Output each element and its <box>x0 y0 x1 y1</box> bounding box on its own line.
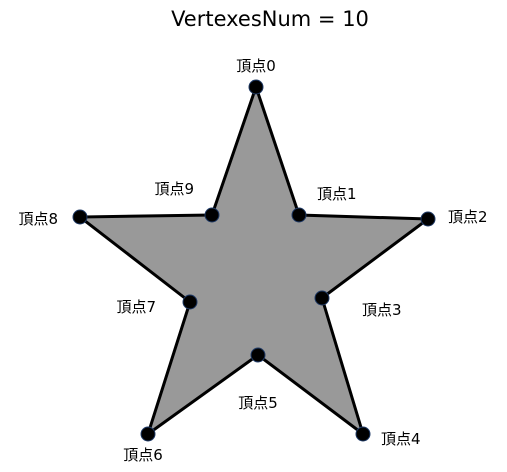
vertex-8-label: 頂点8 <box>18 210 58 228</box>
star-polygon <box>75 82 433 438</box>
vertex-6-dot <box>140 426 156 442</box>
vertex-1-dot <box>291 207 307 223</box>
vertex-0-label: 頂点0 <box>236 57 276 75</box>
vertex-6-label: 頂点6 <box>123 446 163 464</box>
vertex-3-dot <box>314 290 330 306</box>
vertex-8-dot <box>72 209 88 225</box>
vertex-label-group: 頂点0 頂点1 頂点2 頂点3 頂点4 頂点5 頂点6 頂点7 頂点8 頂点9 <box>18 57 487 464</box>
vertex-2-label: 頂点2 <box>448 208 488 226</box>
vertex-group <box>72 79 436 442</box>
vertex-4-label: 頂点4 <box>381 430 421 448</box>
vertex-4-dot <box>355 426 371 442</box>
vertex-0-dot <box>248 79 264 95</box>
vertex-5-label: 頂点5 <box>238 394 278 412</box>
vertex-9-dot <box>204 207 220 223</box>
vertex-2-dot <box>420 211 436 227</box>
vertex-7-dot <box>182 294 198 310</box>
vertex-3-label: 頂点3 <box>362 301 402 319</box>
vertex-9-label: 頂点9 <box>154 180 194 198</box>
diagram-title: VertexesNum = 10 <box>171 7 369 31</box>
vertex-7-label: 頂点7 <box>116 298 156 316</box>
vertex-5-dot <box>250 347 266 363</box>
vertex-1-label: 頂点1 <box>317 185 357 203</box>
